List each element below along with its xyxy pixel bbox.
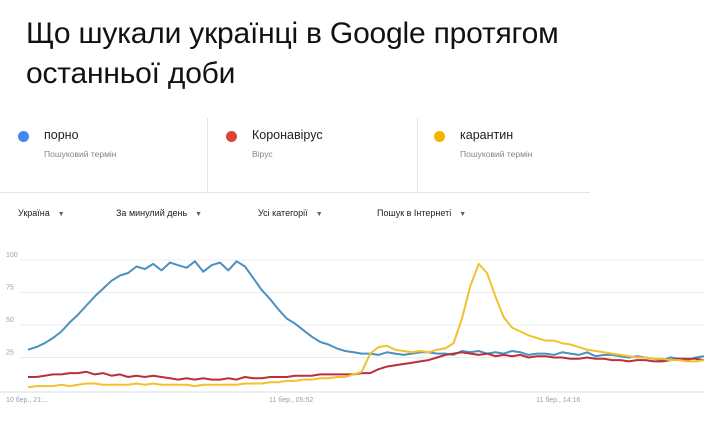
term-card-coronavirus[interactable]: Коронавірус Вірус	[226, 118, 406, 192]
caret-down-icon: ▼	[195, 211, 203, 218]
series-line-2	[27, 262, 705, 389]
x-tick-label: 11 бер., 05:52	[269, 396, 313, 404]
series-line-1	[28, 351, 705, 381]
series-color-dot	[226, 131, 237, 142]
search-type-label: Пошук в Інтернеті	[377, 208, 452, 218]
y-tick-label: 50	[6, 317, 14, 324]
series-color-dot	[434, 131, 445, 142]
term-card-porno[interactable]: порно Пошуковий термін	[18, 118, 198, 192]
chart-grid	[0, 259, 704, 393]
term-name: Коронавірус	[252, 128, 323, 142]
y-tick-label: 100	[6, 252, 18, 259]
region-label: Україна	[18, 208, 50, 218]
series-color-dot	[18, 131, 29, 142]
divider	[207, 118, 208, 192]
term-name: порно	[44, 128, 79, 142]
term-type: Пошуковий термін	[44, 149, 117, 159]
period-dropdown[interactable]: За минулий день ▼	[116, 208, 202, 218]
y-tick-label: 75	[6, 285, 14, 292]
x-tick-label: 11 бер., 14:16	[536, 396, 580, 404]
y-tick-label: 25	[6, 350, 14, 357]
series-line-0	[27, 260, 705, 362]
caret-down-icon: ▼	[315, 211, 323, 218]
caret-down-icon: ▼	[459, 211, 467, 218]
y-axis: 100 75 50 25	[6, 252, 18, 357]
divider	[417, 118, 418, 192]
term-name: карантин	[460, 128, 514, 142]
search-type-dropdown[interactable]: Пошук в Інтернеті ▼	[377, 208, 466, 218]
term-type: Пошуковий термін	[460, 149, 533, 159]
region-dropdown[interactable]: Україна ▼	[18, 208, 65, 218]
category-dropdown[interactable]: Усі категорії ▼	[258, 208, 323, 218]
compare-terms-bar: порно Пошуковий термін Коронавірус Вірус…	[0, 118, 590, 193]
caret-down-icon: ▼	[57, 211, 65, 218]
category-label: Усі категорії	[258, 208, 308, 218]
filters-bar: Україна ▼ За минулий день ▼ Усі категорії ▼…	[0, 208, 600, 224]
term-card-quarantine[interactable]: карантин Пошуковий термін	[434, 118, 584, 192]
chart-series	[27, 260, 705, 389]
page-title: Що шукали українці в Google протягом ост…	[26, 17, 559, 90]
x-tick-label: 10 бер., 21:...	[6, 396, 49, 404]
period-label: За минулий день	[116, 208, 188, 218]
term-type: Вірус	[252, 149, 273, 159]
x-axis: 10 бер., 21:... 11 бер., 05:52 11 бер., 14…	[6, 396, 581, 404]
